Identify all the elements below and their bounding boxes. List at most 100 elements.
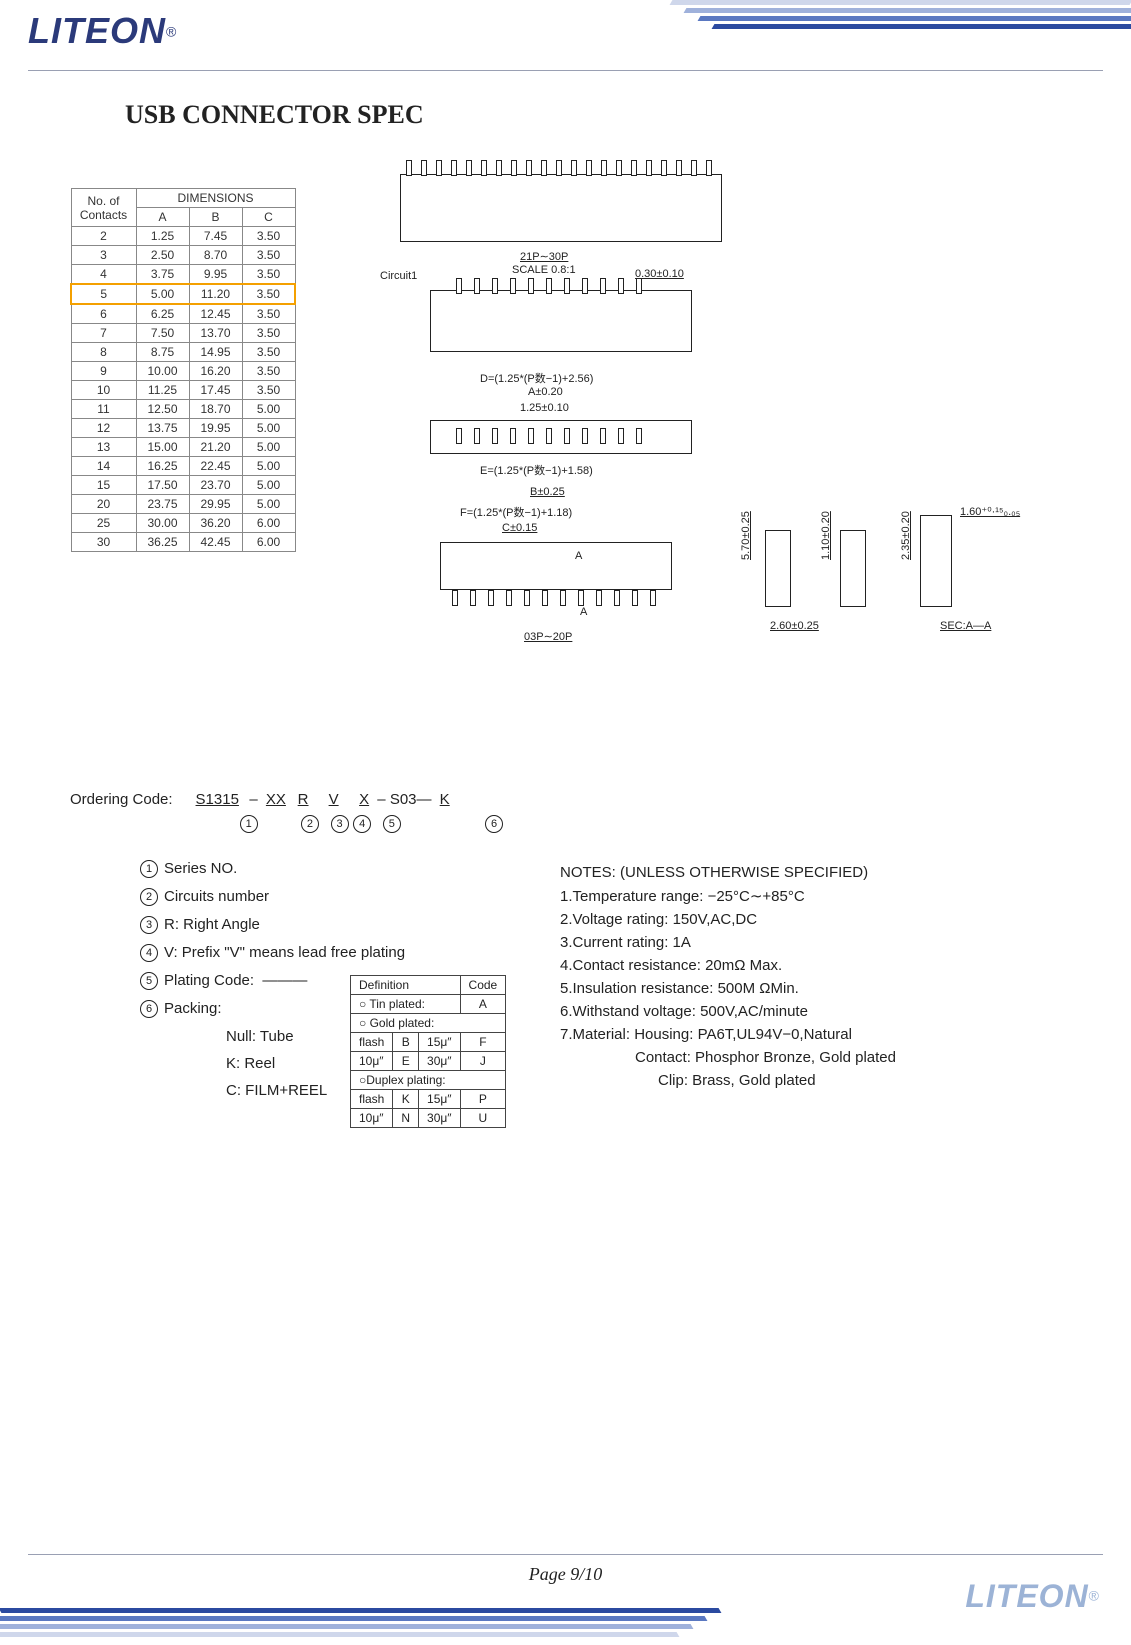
note-4: 4.Contact resistance: 20mΩ Max. [560, 957, 1080, 974]
header-rule [28, 70, 1103, 71]
note-6: 6.Withstand voltage: 500V,AC/minute [560, 1003, 1080, 1020]
d260: 2.60±0.25 [770, 620, 819, 632]
scale-top: 21P∼30P [520, 250, 568, 263]
note-7: 7.Material: Housing: PA6T,UL94V−0,Natura… [560, 1026, 1080, 1043]
seg-5: X [355, 790, 373, 810]
legend-item: 4V: Prefix "V" means lead free plating [140, 944, 405, 962]
table-row: 32.508.703.50 [71, 246, 295, 265]
seg-3: R [294, 790, 312, 810]
swoosh-bottom [0, 1605, 720, 1645]
dA: A±0.20 [528, 386, 563, 398]
plan-body [430, 420, 692, 454]
logo-top: LITEON® [28, 10, 176, 52]
circuit1: Circuit1 [380, 270, 417, 282]
d570: 5.70±0.25 [740, 511, 752, 560]
top-body [400, 190, 722, 242]
top-body-cap [400, 174, 722, 191]
note-9: Clip: Brass, Gold plated [658, 1072, 1080, 1089]
aA2: A [580, 606, 587, 618]
dash: – [249, 790, 257, 810]
table-row: 21.257.453.50 [71, 227, 295, 246]
header: LITEON® [0, 0, 1131, 80]
page: LITEON® USB CONNECTOR SPEC No. of Contac… [0, 0, 1131, 1645]
note-3: 3.Current rating: 1A [560, 934, 1080, 951]
idx-6: 6 [485, 815, 503, 833]
idx-2: 2 [301, 815, 319, 833]
brand-text-footer: LITEON [965, 1578, 1088, 1614]
notes: NOTES: (UNLESS OTHERWISE SPECIFIED) 1.Te… [560, 858, 1080, 1095]
table-header-row: No. of Contacts DIMENSIONS [71, 189, 295, 208]
table-row: 66.2512.453.50 [71, 304, 295, 324]
th-contacts: No. of Contacts [71, 189, 136, 227]
notes-title: NOTES: (UNLESS OTHERWISE SPECIFIED) [560, 864, 1080, 881]
idx-3: 3 [331, 815, 349, 833]
table-row: 88.7514.953.50 [71, 343, 295, 362]
footer-rule [28, 1554, 1103, 1555]
d235: 2.35±0.20 [900, 511, 912, 560]
seg-6: K [436, 790, 454, 810]
table-row: 3036.2542.456.00 [71, 533, 295, 552]
brand-text: LITEON [28, 10, 166, 51]
idx-4: 4 [353, 815, 371, 833]
legend-item: 3R: Right Angle [140, 916, 405, 934]
dF: F=(1.25*(P数−1)+1.18) [460, 504, 572, 520]
table-row: 43.759.953.50 [71, 265, 295, 285]
th-b: B [189, 208, 242, 227]
table-row: 2530.0036.206.00 [71, 514, 295, 533]
plating-table: DefinitionCode ○ Tin plated:A ○ Gold pla… [350, 975, 506, 1128]
d03p: 03P∼20P [524, 630, 572, 643]
dD: D=(1.25*(P数−1)+2.56) [480, 370, 593, 386]
side-c [920, 515, 952, 607]
aA1: A [575, 550, 582, 562]
code-line: Ordering Code: S1315 – XX R V X – S03— K [70, 790, 1070, 810]
side-b [840, 530, 866, 607]
table-row: 910.0016.203.50 [71, 362, 295, 381]
title-part3: S [351, 100, 372, 129]
table-row: 1517.5023.705.00 [71, 476, 295, 495]
dE: E=(1.25*(P数−1)+1.58) [480, 462, 593, 478]
bot-body [440, 542, 672, 590]
th-a: A [136, 208, 189, 227]
d125: 1.25±0.10 [520, 402, 569, 414]
mid-body [430, 290, 692, 352]
swoosh-top [671, 0, 1131, 60]
seg-1: S1315 [189, 790, 245, 810]
table-row: 77.5013.703.50 [71, 324, 295, 343]
logo-bottom: LITEON® [965, 1578, 1099, 1615]
dimensions-table: No. of Contacts DIMENSIONS A B C 21.257.… [70, 188, 296, 552]
dB: B±0.25 [530, 486, 565, 498]
title-part4: PEC [372, 100, 424, 129]
order-label: Ordering Code: [70, 791, 173, 808]
seg-2: XX [262, 790, 290, 810]
table-row: 1213.7519.955.00 [71, 419, 295, 438]
ordering-code: Ordering Code: S1315 – XX R V X – S03— K… [70, 790, 1070, 833]
idx-5: 5 [383, 815, 401, 833]
footer-page: Page 9/10 [0, 1564, 1131, 1585]
th-c: C [242, 208, 295, 227]
d160: 1.60⁺⁰·¹⁵₀.₀₅ [960, 505, 1020, 518]
dash: – [377, 790, 385, 810]
note-1: 1.Temperature range: −25°C∼+85°C [560, 887, 1080, 905]
note-2: 2.Voltage rating: 150V,AC,DC [560, 911, 1080, 928]
sec: SEC:A—A [940, 620, 991, 632]
dC: C±0.15 [502, 522, 537, 534]
registered-icon: ® [1089, 1588, 1099, 1604]
note-8: Contact: Phosphor Bronze, Gold plated [635, 1049, 1080, 1066]
page-title: USB CONNECTOR SPEC [125, 100, 424, 130]
table-row: 1112.5018.705.00 [71, 400, 295, 419]
idx-1: 1 [240, 815, 258, 833]
title-part1: USB C [125, 100, 201, 129]
registered-icon: ® [166, 24, 176, 40]
table-row: 1416.2522.455.00 [71, 457, 295, 476]
d030: 0.30±0.10 [635, 268, 684, 280]
title-part2: ONNECTOR [201, 100, 351, 129]
table-row: 55.0011.203.50 [71, 284, 295, 304]
th-dimensions: DIMENSIONS [136, 189, 295, 208]
side-a [765, 530, 791, 607]
scale-bot: SCALE 0.8:1 [512, 264, 576, 276]
table-row: 1011.2517.453.50 [71, 381, 295, 400]
note-5: 5.Insulation resistance: 500M ΩMin. [560, 980, 1080, 997]
technical-drawing: 21P∼30P SCALE 0.8:1 Circuit1 0.30±0.10 D… [360, 160, 1070, 760]
seg-fixed: S03— [390, 790, 432, 810]
table-row: 1315.0021.205.00 [71, 438, 295, 457]
